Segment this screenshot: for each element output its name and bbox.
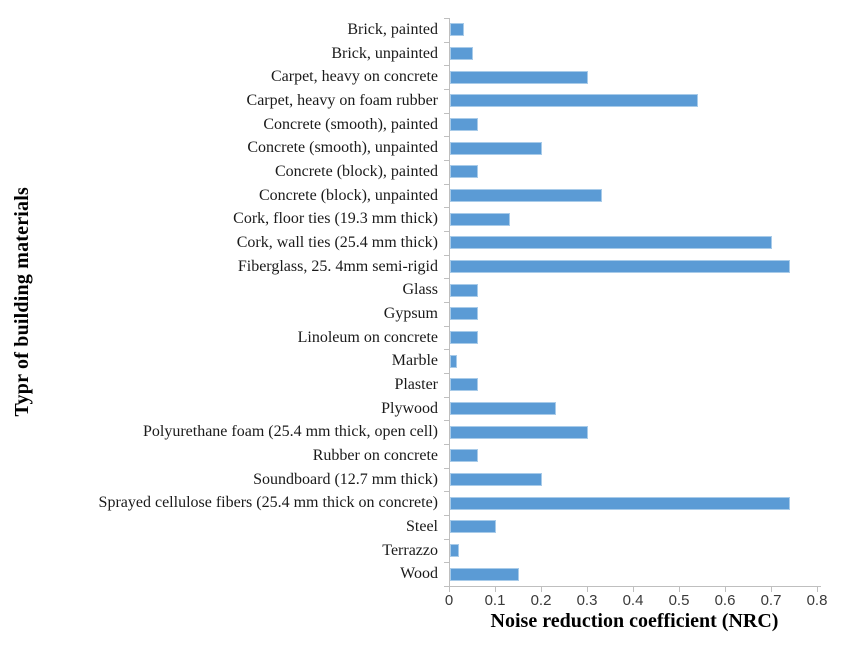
x-axis-line bbox=[449, 586, 821, 587]
bar bbox=[450, 425, 588, 439]
category-label: Terrazzo bbox=[382, 541, 438, 559]
y-axis-tick bbox=[444, 539, 449, 540]
bar bbox=[450, 496, 790, 510]
y-axis-tick bbox=[444, 373, 449, 374]
category-label: Cork, floor ties (19.3 mm thick) bbox=[233, 210, 438, 228]
category-label: Polyurethane foam (25.4 mm thick, open c… bbox=[142, 423, 438, 441]
y-axis-tick bbox=[444, 255, 449, 256]
bar bbox=[450, 94, 698, 108]
bar bbox=[450, 118, 478, 131]
x-axis-tick bbox=[679, 587, 680, 592]
x-axis-tick bbox=[771, 587, 772, 592]
x-axis-tick bbox=[725, 587, 726, 592]
category-label: Concrete (block), unpainted bbox=[258, 186, 438, 204]
category-label: Carpet, heavy on foam rubber bbox=[246, 92, 438, 109]
category-label: Marble bbox=[391, 352, 438, 370]
x-axis-tick-label: 0.3 bbox=[576, 592, 598, 609]
bar bbox=[450, 378, 478, 392]
y-axis-tick bbox=[444, 42, 449, 43]
bar bbox=[450, 449, 478, 463]
y-axis-tick bbox=[444, 89, 449, 90]
y-axis-tick bbox=[444, 586, 449, 587]
bar bbox=[450, 260, 790, 273]
x-axis-tick-label: 0.1 bbox=[484, 592, 506, 609]
x-axis-tick-label: 0.8 bbox=[806, 592, 828, 609]
category-label: Rubber on concrete bbox=[312, 447, 438, 464]
category-label: Gypsum bbox=[383, 305, 438, 322]
y-axis-tick bbox=[444, 65, 449, 66]
category-label: Soundboard (12.7 mm thick) bbox=[253, 470, 438, 488]
x-axis-tick-label: 0.5 bbox=[668, 592, 690, 609]
x-axis-tick-label: 0 bbox=[444, 592, 454, 609]
bar bbox=[450, 283, 478, 297]
y-axis-tick bbox=[444, 515, 449, 516]
bar bbox=[450, 212, 510, 226]
bar bbox=[450, 189, 602, 202]
bar bbox=[450, 354, 457, 368]
category-label: Plywood bbox=[381, 399, 438, 417]
category-label: Brick, painted bbox=[347, 21, 438, 38]
y-axis-tick bbox=[444, 491, 449, 492]
bar bbox=[450, 236, 772, 250]
x-axis-tick bbox=[817, 587, 818, 592]
x-axis-tick bbox=[449, 587, 450, 592]
category-label: Concrete (smooth), unpainted bbox=[247, 139, 438, 157]
category-label: Concrete (smooth), painted bbox=[263, 115, 438, 133]
category-label: Sprayed cellulose fibers (25.4 mm thick … bbox=[98, 494, 438, 512]
x-axis-tick bbox=[541, 587, 542, 592]
category-label: Brick, unpainted bbox=[331, 44, 438, 62]
y-axis-tick bbox=[444, 18, 449, 19]
x-axis-tick-label: 0.6 bbox=[714, 592, 736, 609]
y-axis-tick bbox=[444, 278, 449, 279]
bar bbox=[450, 473, 542, 486]
y-axis-tick bbox=[444, 136, 449, 137]
x-axis-tick bbox=[495, 587, 496, 592]
y-axis-tick bbox=[444, 468, 449, 469]
y-axis-line bbox=[449, 18, 450, 587]
bar bbox=[450, 544, 459, 557]
bar bbox=[450, 331, 478, 344]
y-axis-tick bbox=[444, 113, 449, 114]
x-axis-tick bbox=[587, 587, 588, 592]
bar bbox=[450, 47, 473, 60]
bar bbox=[450, 402, 556, 415]
x-axis-tick bbox=[633, 587, 634, 592]
category-label: Wood bbox=[400, 565, 438, 583]
category-label: Fiberglass, 25. 4mm semi-rigid bbox=[237, 257, 438, 275]
bar bbox=[450, 520, 496, 534]
y-axis-tick bbox=[444, 160, 449, 161]
y-axis-tick bbox=[444, 231, 449, 232]
y-axis-tick bbox=[444, 207, 449, 208]
y-axis-tick bbox=[444, 349, 449, 350]
category-label: Linoleum on concrete bbox=[297, 328, 438, 346]
y-axis-tick bbox=[444, 562, 449, 563]
y-axis-tick bbox=[444, 326, 449, 327]
bar bbox=[450, 70, 588, 84]
x-axis-title: Noise reduction coefficient (NRC) bbox=[490, 610, 779, 632]
y-axis-tick bbox=[444, 397, 449, 398]
y-axis-tick bbox=[444, 420, 449, 421]
bar bbox=[450, 165, 478, 179]
bar bbox=[450, 23, 464, 37]
category-label: Plaster bbox=[394, 376, 438, 393]
y-axis-tick bbox=[444, 184, 449, 185]
bar bbox=[450, 567, 519, 581]
bar bbox=[450, 307, 478, 321]
category-label: Cork, wall ties (25.4 mm thick) bbox=[236, 234, 438, 251]
x-axis-tick-label: 0.4 bbox=[622, 592, 644, 609]
category-label: Steel bbox=[406, 518, 438, 535]
y-axis-tick bbox=[444, 302, 449, 303]
y-axis-tick bbox=[444, 444, 449, 445]
x-axis-tick-label: 0.7 bbox=[760, 592, 782, 609]
category-label: Concrete (block), painted bbox=[274, 163, 438, 180]
x-axis-tick-label: 0.2 bbox=[530, 592, 552, 609]
category-label: Carpet, heavy on concrete bbox=[270, 68, 438, 86]
category-label: Glass bbox=[402, 281, 438, 299]
bar bbox=[450, 141, 542, 155]
